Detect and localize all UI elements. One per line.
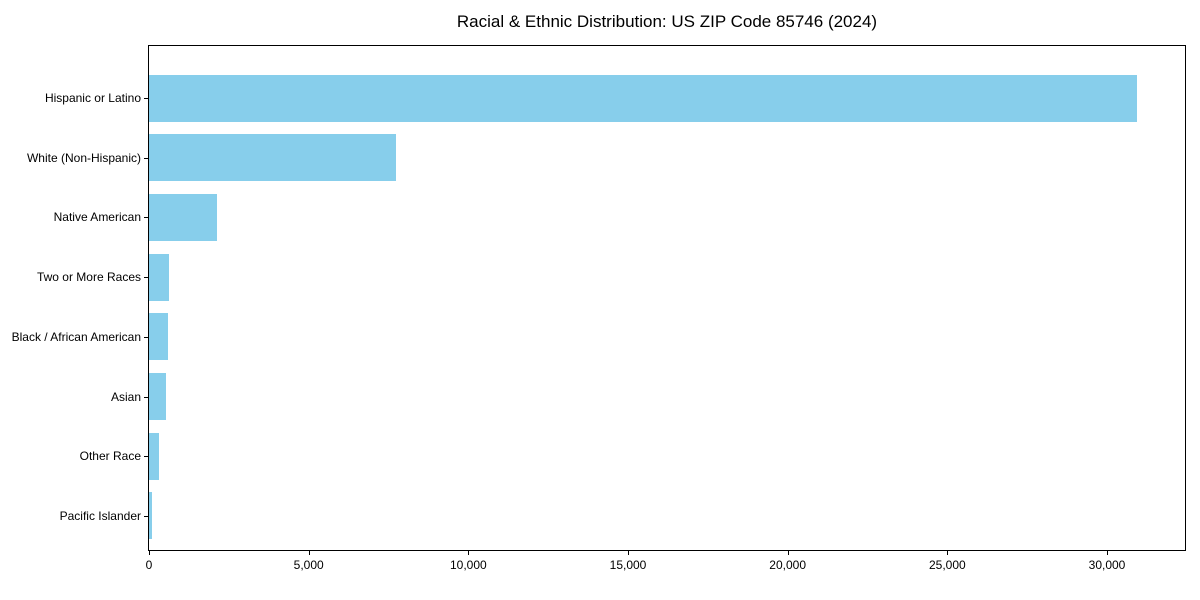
y-tick-mark <box>144 217 148 219</box>
y-tick-label-native-american: Native American <box>53 210 141 225</box>
x-tick-mark <box>468 551 470 555</box>
bar-white-non-hispanic <box>149 134 397 182</box>
y-tick-mark <box>144 277 148 279</box>
x-tick-mark <box>308 551 310 555</box>
bar-two-or-more-races <box>149 253 169 301</box>
x-tick-label: 20,000 <box>769 558 807 572</box>
chart-title: Racial & Ethnic Distribution: US ZIP Cod… <box>456 12 878 31</box>
plot-area <box>148 45 1186 551</box>
bar-native-american <box>149 193 218 241</box>
bar-asian <box>149 373 166 420</box>
y-tick-mark <box>144 98 148 99</box>
y-tick-label-other-race: Other Race <box>79 449 141 464</box>
y-tick-mark <box>144 157 148 159</box>
bar-other-race <box>149 432 159 480</box>
x-tick-mark <box>628 551 629 555</box>
y-tick-mark <box>144 396 148 398</box>
y-tick-mark <box>144 515 148 517</box>
y-tick-label-pacific-islander: Pacific Islander <box>59 508 141 523</box>
x-tick-mark <box>787 551 789 555</box>
x-tick-mark <box>1107 551 1108 555</box>
x-tick-label: 0 <box>145 558 153 572</box>
y-tick-mark <box>144 456 148 458</box>
bar-pacific-islander <box>149 492 153 540</box>
y-tick-label-hispanic-or-latino: Hispanic or Latino <box>44 91 141 105</box>
x-tick-label: 10,000 <box>449 558 487 572</box>
y-tick-label-white-non-hispanic: White (Non-Hispanic) <box>26 150 141 165</box>
x-tick-label: 25,000 <box>928 558 966 572</box>
bar-black-african-american <box>149 313 168 361</box>
x-tick-mark <box>149 551 150 555</box>
x-tick-label: 5,000 <box>293 558 324 572</box>
y-tick-label-asian: Asian <box>110 389 141 404</box>
y-tick-mark <box>144 336 148 338</box>
y-tick-label-two-or-more-races: Two or More Races <box>36 270 141 285</box>
y-tick-label-black-african-american: Black / African American <box>11 329 141 344</box>
x-tick-label: 15,000 <box>609 558 647 572</box>
x-tick-label: 30,000 <box>1088 558 1126 572</box>
x-tick-mark <box>947 551 949 555</box>
bar-hispanic-or-latino <box>149 74 1138 122</box>
